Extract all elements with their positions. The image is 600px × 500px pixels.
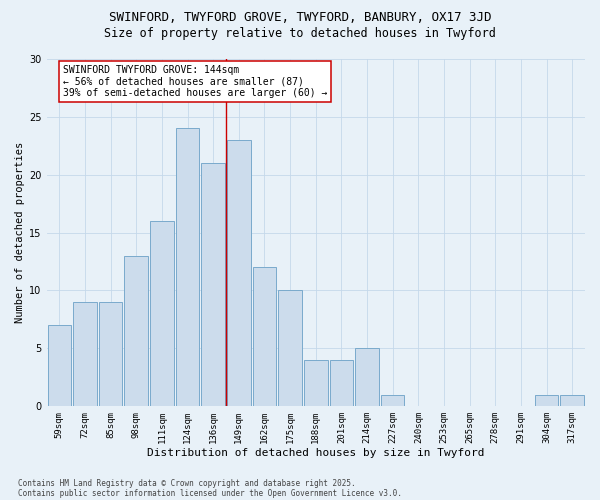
Bar (99, 302, 122, 406)
Bar (355, 348, 379, 406)
Bar (304, 360, 328, 406)
Bar (202, 163, 225, 406)
Text: Size of property relative to detached houses in Twyford: Size of property relative to detached ho… (104, 28, 496, 40)
Text: SWINFORD, TWYFORD GROVE, TWYFORD, BANBURY, OX17 3JD: SWINFORD, TWYFORD GROVE, TWYFORD, BANBUR… (109, 11, 491, 24)
Bar (176, 128, 199, 406)
Bar (47, 325, 71, 406)
Bar (535, 394, 559, 406)
Bar (278, 290, 302, 406)
Bar (329, 360, 353, 406)
Bar (253, 268, 276, 406)
Bar (124, 256, 148, 406)
Y-axis label: Number of detached properties: Number of detached properties (15, 142, 25, 323)
X-axis label: Distribution of detached houses by size in Twyford: Distribution of detached houses by size … (147, 448, 485, 458)
Text: Contains HM Land Registry data © Crown copyright and database right 2025.
Contai: Contains HM Land Registry data © Crown c… (18, 478, 402, 498)
Bar (227, 140, 251, 406)
Bar (150, 221, 174, 406)
Bar (560, 394, 584, 406)
Bar (73, 302, 97, 406)
Bar (381, 394, 404, 406)
Text: SWINFORD TWYFORD GROVE: 144sqm
← 56% of detached houses are smaller (87)
39% of : SWINFORD TWYFORD GROVE: 144sqm ← 56% of … (63, 65, 328, 98)
